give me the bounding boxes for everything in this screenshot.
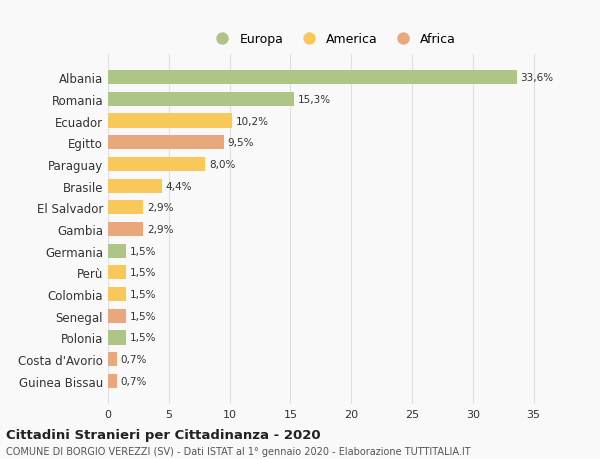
Text: 1,5%: 1,5%: [130, 290, 157, 299]
Bar: [108, 287, 126, 302]
Bar: [108, 93, 294, 106]
Text: 0,7%: 0,7%: [120, 354, 146, 364]
Text: 1,5%: 1,5%: [130, 246, 157, 256]
Bar: [108, 309, 126, 323]
Bar: [108, 71, 517, 85]
Text: 1,5%: 1,5%: [130, 311, 157, 321]
Bar: [108, 244, 126, 258]
Bar: [108, 266, 126, 280]
Text: 9,5%: 9,5%: [227, 138, 254, 148]
Bar: [108, 353, 116, 366]
Bar: [108, 136, 224, 150]
Text: 2,9%: 2,9%: [147, 224, 173, 235]
Bar: [108, 179, 161, 193]
Text: 4,4%: 4,4%: [165, 181, 191, 191]
Bar: [108, 157, 205, 172]
Text: COMUNE DI BORGIO VEREZZI (SV) - Dati ISTAT al 1° gennaio 2020 - Elaborazione TUT: COMUNE DI BORGIO VEREZZI (SV) - Dati IST…: [6, 447, 470, 456]
Text: 0,7%: 0,7%: [120, 376, 146, 386]
Bar: [108, 374, 116, 388]
Bar: [108, 223, 143, 236]
Text: Cittadini Stranieri per Cittadinanza - 2020: Cittadini Stranieri per Cittadinanza - 2…: [6, 428, 320, 442]
Text: 15,3%: 15,3%: [298, 95, 331, 105]
Text: 1,5%: 1,5%: [130, 268, 157, 278]
Text: 2,9%: 2,9%: [147, 203, 173, 213]
Text: 33,6%: 33,6%: [520, 73, 553, 83]
Bar: [108, 114, 232, 129]
Text: 8,0%: 8,0%: [209, 160, 235, 169]
Bar: [108, 330, 126, 345]
Text: 1,5%: 1,5%: [130, 333, 157, 343]
Legend: Europa, America, Africa: Europa, America, Africa: [203, 27, 463, 52]
Text: 10,2%: 10,2%: [236, 116, 269, 126]
Bar: [108, 201, 143, 215]
